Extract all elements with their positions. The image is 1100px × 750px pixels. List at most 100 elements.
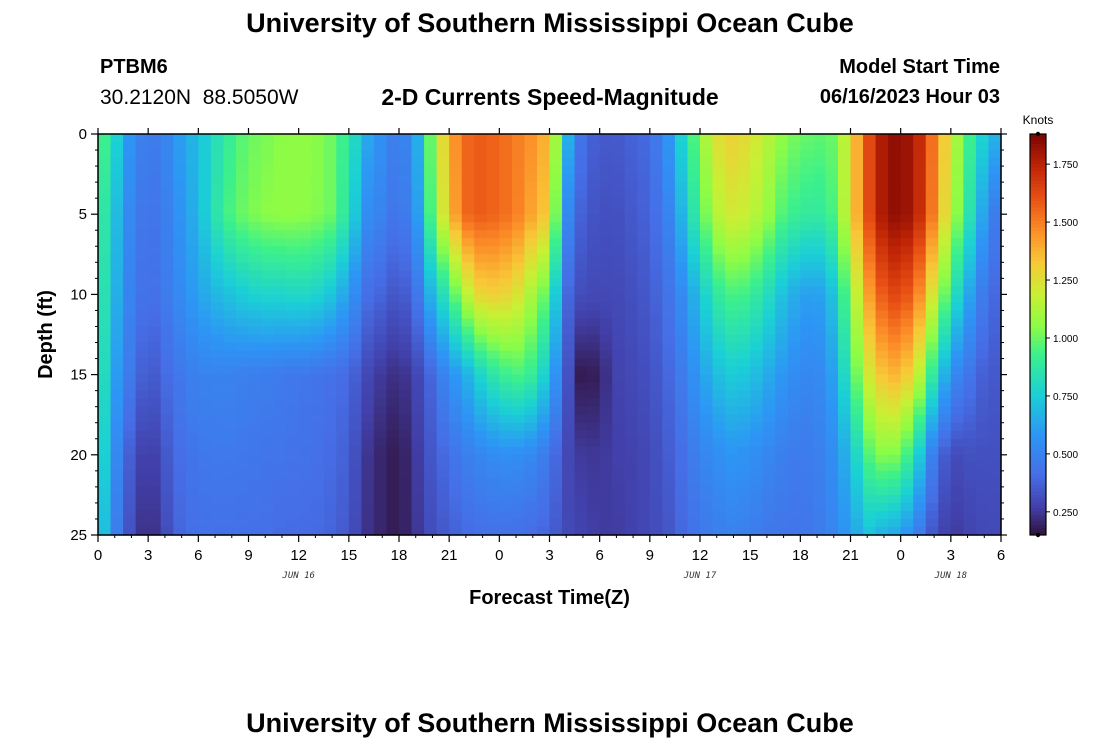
heatmap-cell xyxy=(511,166,526,175)
heatmap-cell xyxy=(700,166,714,175)
heatmap-cell xyxy=(449,254,463,263)
heatmap-cell xyxy=(562,230,576,239)
heatmap-cell xyxy=(649,158,663,167)
heatmap-cell xyxy=(587,222,601,231)
heatmap-cell xyxy=(499,406,513,416)
heatmap-cell xyxy=(737,478,751,488)
heatmap-cell xyxy=(210,414,225,424)
heatmap-cell xyxy=(223,270,237,279)
heatmap-cell xyxy=(261,390,275,400)
heatmap-cell xyxy=(348,398,362,408)
heatmap-cell xyxy=(637,214,651,223)
heatmap-cell xyxy=(273,510,287,520)
heatmap-cell xyxy=(850,518,864,528)
heatmap-cell xyxy=(649,230,663,239)
heatmap-cell xyxy=(624,214,638,223)
heatmap-cell xyxy=(963,350,977,360)
heatmap-cell xyxy=(549,278,563,287)
heatmap-cell xyxy=(486,502,500,512)
heatmap-cell xyxy=(737,238,751,247)
heatmap-cell xyxy=(160,286,174,295)
heatmap-cell xyxy=(436,198,450,207)
heatmap-cell xyxy=(825,438,839,448)
heatmap-cell xyxy=(461,150,475,159)
heatmap-cell xyxy=(399,182,413,191)
heatmap-cell xyxy=(198,286,212,295)
heatmap-cell xyxy=(750,318,764,328)
heatmap-cell xyxy=(511,494,526,504)
heatmap-cell xyxy=(825,526,839,536)
heatmap-cell xyxy=(173,350,187,360)
heatmap-cell xyxy=(562,502,576,512)
heatmap-cell xyxy=(900,422,914,432)
heatmap-cell xyxy=(311,182,325,191)
heatmap-cell xyxy=(599,454,613,464)
heatmap-cell xyxy=(386,366,400,376)
heatmap-cell xyxy=(674,430,689,440)
heatmap-cell xyxy=(700,230,714,239)
heatmap-cell xyxy=(185,150,199,159)
heatmap-cell xyxy=(787,150,801,159)
heatmap-cell xyxy=(712,438,726,448)
heatmap-cell xyxy=(850,478,864,488)
heatmap-cell xyxy=(486,230,500,239)
heatmap-cell xyxy=(536,510,551,520)
heatmap-cell xyxy=(875,494,889,504)
heatmap-cell xyxy=(938,150,952,159)
heatmap-cell xyxy=(700,334,714,344)
heatmap-cell xyxy=(712,310,726,320)
heatmap-cell xyxy=(687,454,701,464)
heatmap-cell xyxy=(900,398,914,408)
heatmap-cell xyxy=(775,390,789,400)
heatmap-cell xyxy=(875,270,889,279)
heatmap-cell xyxy=(825,358,839,368)
heatmap-cell xyxy=(612,318,626,328)
heatmap-cell xyxy=(223,510,237,520)
heatmap-cell xyxy=(775,182,789,191)
heatmap-cell xyxy=(549,414,563,424)
heatmap-cell xyxy=(913,326,927,336)
heatmap-cell xyxy=(925,278,939,287)
heatmap-cell xyxy=(336,454,350,464)
heatmap-cell xyxy=(562,342,576,352)
heatmap-cell xyxy=(123,222,137,231)
heatmap-cell xyxy=(524,366,538,376)
heatmap-cell xyxy=(562,374,576,384)
heatmap-cell xyxy=(148,366,162,376)
heatmap-cell xyxy=(599,518,613,528)
heatmap-cell xyxy=(549,174,563,183)
heatmap-cell xyxy=(361,302,375,312)
heatmap-cell xyxy=(311,430,325,440)
heatmap-cell xyxy=(261,326,275,336)
heatmap-cell xyxy=(850,454,864,464)
heatmap-cell xyxy=(662,222,676,231)
heatmap-cell xyxy=(499,350,513,360)
heatmap-cell xyxy=(148,518,162,528)
colorbar-segment xyxy=(1030,210,1046,215)
heatmap-cell xyxy=(612,462,626,472)
heatmap-cell xyxy=(235,470,250,480)
heatmap-cell xyxy=(148,414,162,424)
heatmap-cell xyxy=(373,190,388,199)
heatmap-cell xyxy=(988,422,1002,432)
heatmap-cell xyxy=(950,182,964,191)
heatmap-cell xyxy=(687,350,701,360)
heatmap-cell xyxy=(185,510,199,520)
heatmap-cell xyxy=(574,286,588,295)
heatmap-cell xyxy=(148,478,162,488)
heatmap-cell xyxy=(411,398,425,408)
heatmap-cell xyxy=(712,486,726,496)
heatmap-cell xyxy=(574,254,588,263)
heatmap-cell xyxy=(837,310,852,320)
heatmap-cell xyxy=(461,166,475,175)
colorbar-segment xyxy=(1030,150,1046,155)
heatmap-cell xyxy=(662,238,676,247)
heatmap-cell xyxy=(148,230,162,239)
heatmap-cell xyxy=(837,502,852,512)
heatmap-cell xyxy=(160,166,174,175)
heatmap-cell xyxy=(298,198,312,207)
heatmap-cell xyxy=(800,358,814,368)
heatmap-cell xyxy=(348,438,362,448)
heatmap-cell xyxy=(160,182,174,191)
heatmap-cell xyxy=(612,446,626,456)
